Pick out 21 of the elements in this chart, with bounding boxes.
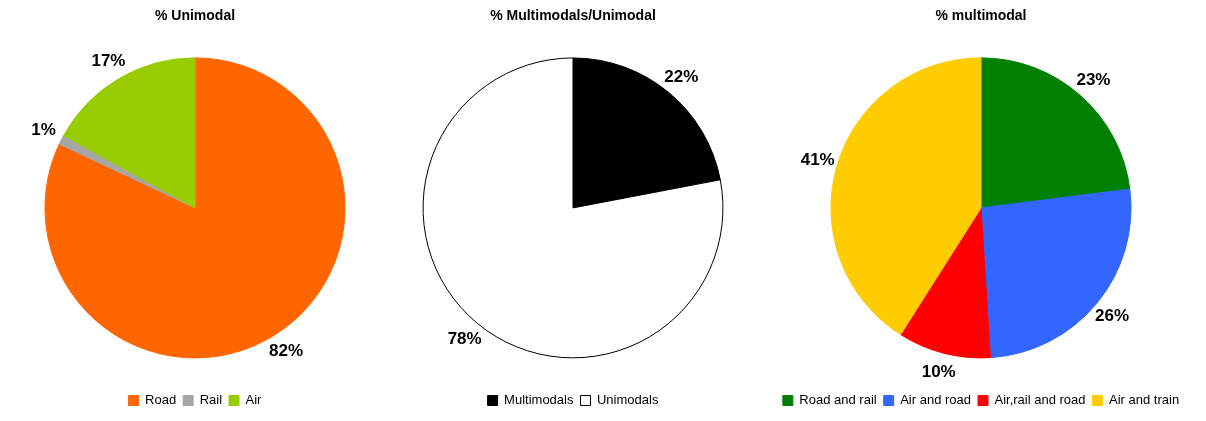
data-label: 82% xyxy=(269,341,304,361)
legend-label: Multimodals xyxy=(504,392,574,408)
chart-title: % Unimodal xyxy=(154,7,236,24)
legend-label: Air and train xyxy=(1109,392,1180,408)
legend-label: Air xyxy=(245,392,263,408)
legend-label: Air,rail and road xyxy=(994,392,1086,408)
data-label: 41% xyxy=(800,150,835,170)
chart-title: % Multimodals/Unimodal xyxy=(490,7,656,24)
legend-label: Road and rail xyxy=(799,392,877,408)
data-label: 22% xyxy=(664,66,699,86)
data-label: 23% xyxy=(1076,70,1111,90)
data-label: 78% xyxy=(447,328,482,348)
data-label: 1% xyxy=(31,120,56,140)
data-label: 17% xyxy=(91,51,126,71)
chart-title: % multimodal xyxy=(935,7,1027,24)
data-label: 26% xyxy=(1094,305,1130,325)
legend-label: Unimodals xyxy=(596,392,659,408)
data-label: 10% xyxy=(921,362,956,382)
legend-label: Air and road xyxy=(900,392,972,408)
legend-label: Rail xyxy=(199,392,223,408)
legend-label: Road xyxy=(145,392,177,408)
